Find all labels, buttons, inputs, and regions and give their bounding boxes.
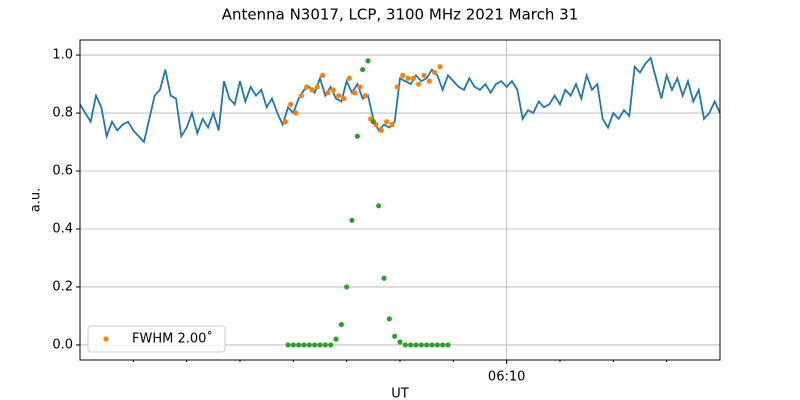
chart-title: Antenna N3017, LCP, 3100 MHz 2021 March …	[222, 6, 579, 24]
data-point	[306, 342, 312, 348]
x-tick-label: 06:10	[488, 370, 525, 385]
legend-marker	[103, 336, 109, 342]
data-point	[432, 69, 438, 76]
plot-frame	[79, 39, 721, 361]
data-point	[384, 119, 390, 125]
data-point	[413, 342, 419, 348]
data-point	[445, 342, 451, 348]
legend-label: FWHM 2.00˚	[132, 331, 213, 347]
legend-box	[87, 325, 226, 353]
data-point	[336, 93, 342, 99]
data-point	[312, 342, 318, 348]
data-point	[440, 342, 446, 348]
data-point	[290, 342, 296, 348]
data-point	[333, 336, 339, 342]
x-axis-label: UT	[391, 387, 409, 400]
data-point	[322, 342, 328, 348]
data-point	[408, 342, 414, 348]
data-point	[376, 203, 382, 209]
data-point	[354, 133, 360, 139]
data-point	[293, 110, 299, 116]
data-point	[400, 72, 406, 78]
data-point	[424, 342, 430, 348]
data-point	[378, 127, 384, 134]
data-point	[437, 64, 443, 70]
data-point	[429, 342, 435, 348]
data-point	[352, 90, 358, 96]
data-point	[298, 93, 304, 99]
data-point	[309, 87, 315, 93]
data-point	[362, 93, 368, 99]
data-point	[389, 122, 395, 128]
data-point	[346, 75, 352, 81]
data-point	[405, 75, 411, 81]
data-point	[344, 284, 350, 290]
data-point	[304, 84, 310, 90]
data-point	[282, 119, 288, 125]
data-point	[301, 342, 307, 348]
data-point	[421, 72, 427, 78]
data-point	[338, 322, 344, 328]
data-point	[341, 95, 347, 102]
data-point	[416, 81, 422, 87]
data-point	[370, 119, 376, 125]
data-point	[434, 342, 440, 348]
data-point	[314, 84, 320, 90]
y-axis-label: a.u.	[29, 188, 44, 212]
y-tick-label: 0.8	[52, 106, 73, 121]
data-point	[418, 342, 424, 348]
data-point	[402, 342, 408, 348]
data-point	[288, 101, 294, 107]
data-point	[381, 275, 387, 281]
data-point	[357, 84, 363, 90]
y-tick-label: 1.0	[52, 48, 73, 63]
data-point	[386, 316, 392, 322]
data-point	[360, 66, 366, 73]
data-point	[410, 75, 416, 81]
y-tick-label: 0.4	[52, 221, 73, 236]
data-point	[325, 90, 331, 96]
data-point	[426, 78, 432, 84]
y-tick-label: 0.2	[52, 279, 73, 294]
data-point	[330, 87, 336, 93]
data-point	[397, 339, 403, 345]
data-point	[328, 342, 334, 348]
y-tick-label: 0.0	[52, 337, 73, 352]
y-tick-label: 0.6	[52, 164, 73, 179]
data-line	[79, 56, 721, 144]
data-point	[392, 333, 398, 339]
data-point	[394, 84, 400, 90]
data-point	[285, 342, 291, 348]
data-point	[320, 72, 326, 78]
data-point	[317, 342, 323, 348]
data-point	[349, 217, 355, 223]
data-point	[365, 58, 371, 64]
data-point	[296, 342, 302, 348]
